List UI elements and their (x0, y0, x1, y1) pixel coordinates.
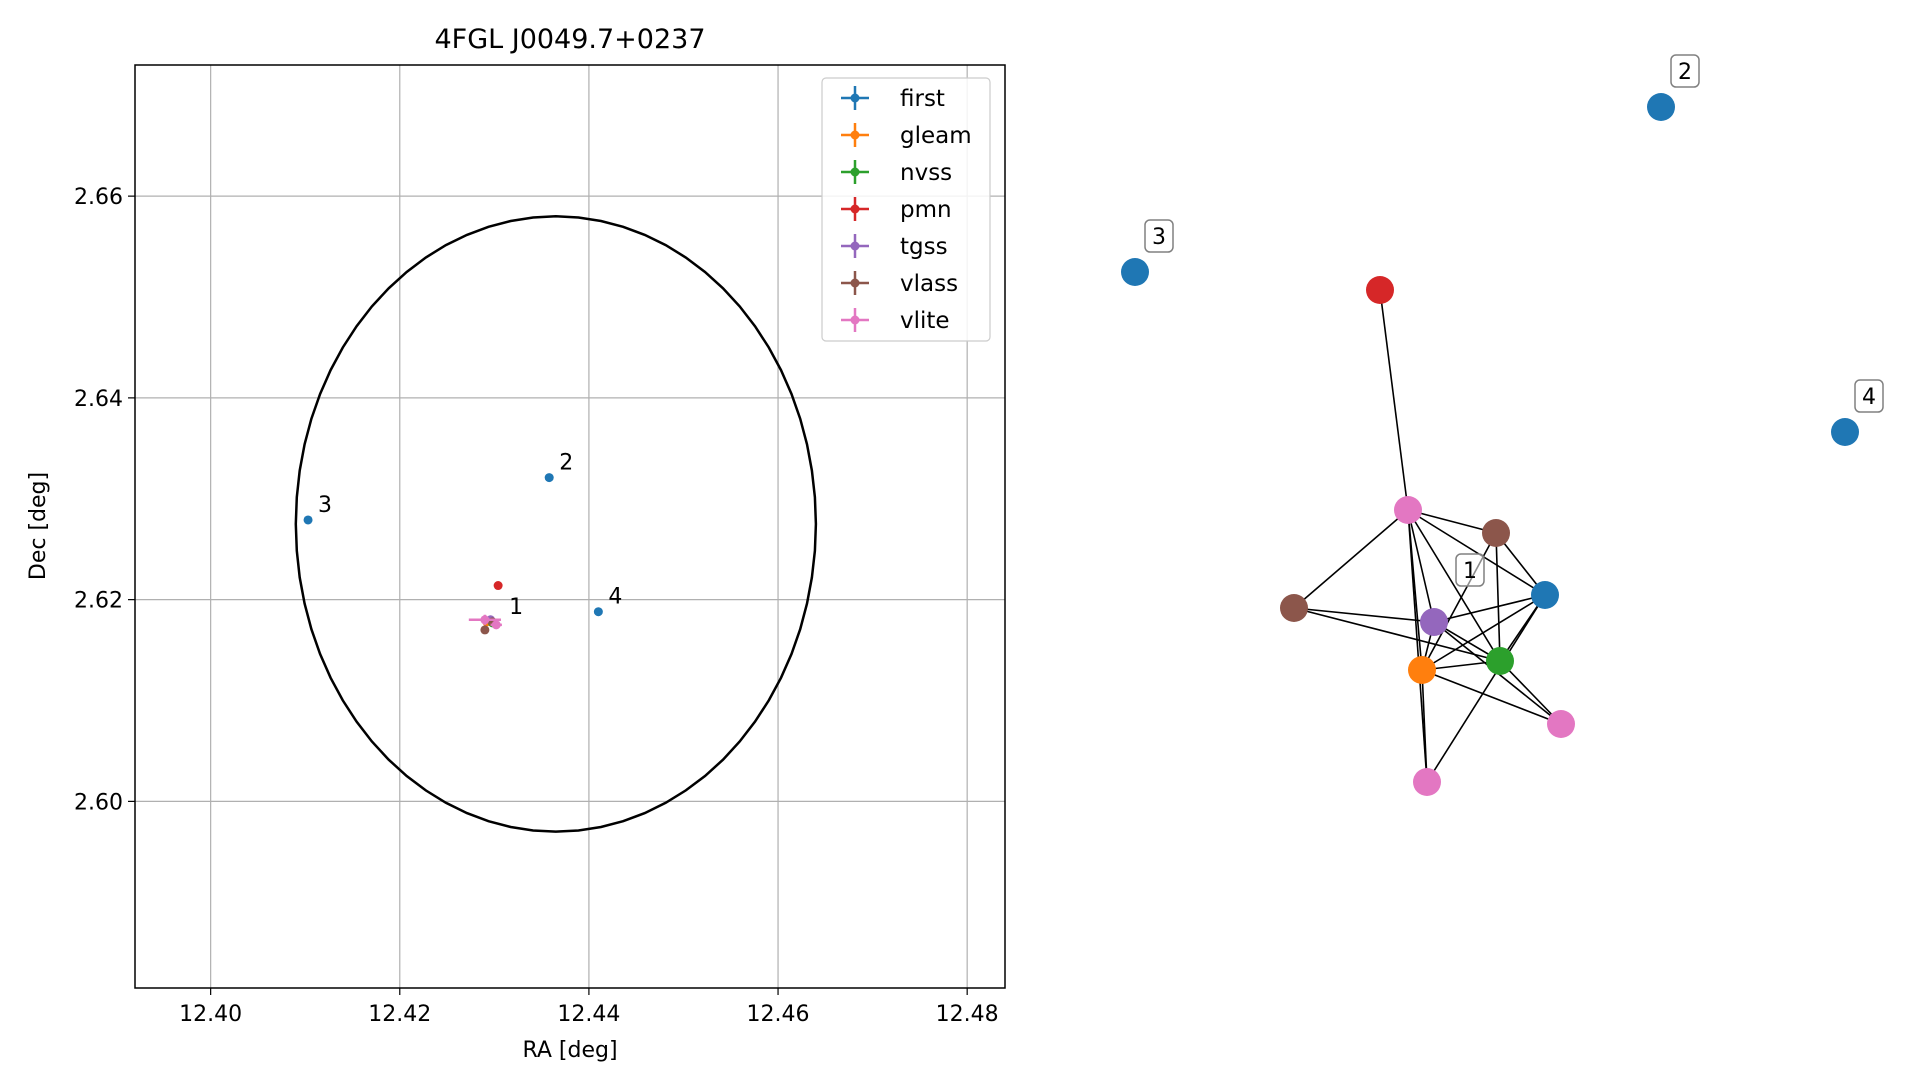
vlite-point (480, 615, 490, 625)
network-node-first (1121, 258, 1149, 286)
legend-marker-dot (850, 167, 860, 177)
y-axis-ticks: 2.60 2.62 2.64 2.66 (74, 185, 135, 815)
x-tick-label: 12.44 (557, 1002, 620, 1027)
legend-marker-dot (850, 93, 860, 103)
cluster-label-text: 1 (1463, 559, 1477, 584)
node-label-box (1144, 219, 1174, 253)
network-edge (1293, 509, 1409, 609)
network-node-labels: 2 3 4 (1144, 54, 1884, 413)
network-edge (1379, 289, 1409, 511)
network-panel: 1 2 3 4 (1121, 54, 1884, 796)
network-node-vlite (1547, 710, 1575, 738)
legend-box (821, 77, 991, 342)
network-node-first (1831, 418, 1859, 446)
network-node-gleam (1408, 656, 1436, 684)
vlite-point (491, 620, 501, 630)
data-points (303, 473, 603, 635)
annotation-1: 1 (509, 595, 523, 620)
network-node-vlite (1413, 768, 1441, 796)
legend-marker-dot (850, 130, 860, 140)
network-node-vlass (1482, 519, 1510, 547)
network-edge (1499, 660, 1562, 725)
network-node-vlite (1394, 496, 1422, 524)
legend-marker-dot (850, 204, 860, 214)
network-edge (1293, 607, 1435, 623)
node-label-3: 3 (1152, 225, 1166, 250)
network-node-vlass (1280, 594, 1308, 622)
x-tick-label: 12.42 (368, 1002, 431, 1027)
legend-label-first: first (900, 86, 945, 112)
legend: first gleam nvss pmn tgss vlass vlite (821, 77, 991, 342)
network-edge (1407, 509, 1497, 534)
y-tick-label: 2.64 (74, 387, 123, 412)
uncertainty-ellipse (294, 215, 818, 833)
network-edge (1421, 594, 1546, 671)
y-tick-label: 2.62 (74, 589, 123, 614)
network-edge (1495, 532, 1501, 662)
network-edge (1421, 532, 1497, 671)
legend-label-vlite: vlite (900, 308, 950, 334)
chart-title: 4FGL J0049.7+0237 (434, 24, 705, 55)
annotation-2: 2 (559, 451, 573, 476)
cluster-label: 1 (1455, 553, 1485, 587)
legend-label-tgss: tgss (900, 234, 948, 260)
point-annotations: 1 2 3 4 (318, 451, 622, 620)
x-tick-label: 12.46 (747, 1002, 810, 1027)
y-axis-label: Dec [deg] (26, 472, 51, 580)
x-axis-label: RA [deg] (522, 1038, 617, 1063)
network-edge (1407, 509, 1546, 596)
node-label-4: 4 (1862, 385, 1876, 410)
y-tick-label: 2.60 (74, 790, 123, 815)
legend-label-pmn: pmn (900, 197, 952, 223)
network-edge (1293, 607, 1501, 662)
x-axis-ticks: 12.40 12.42 12.44 12.46 12.48 (179, 988, 999, 1027)
legend-marker-dot (850, 315, 860, 325)
network-node-nvss (1486, 647, 1514, 675)
node-label-box (1670, 54, 1700, 88)
network-node-first (1647, 93, 1675, 121)
annotation-4: 4 (608, 585, 622, 610)
legend-label-vlass: vlass (900, 271, 958, 297)
legend-label-nvss: nvss (900, 160, 952, 186)
network-node-first (1531, 581, 1559, 609)
node-label-2: 2 (1678, 60, 1692, 85)
x-tick-label: 12.40 (179, 1002, 242, 1027)
legend-marker-dot (850, 241, 860, 251)
network-edges (1293, 289, 1562, 783)
network-edge (1407, 509, 1428, 783)
network-edge (1407, 509, 1501, 662)
network-node-tgss (1420, 608, 1448, 636)
ellipse-outline (294, 215, 818, 833)
network-node-pmn (1366, 276, 1394, 304)
node-label-box (1854, 379, 1884, 413)
pmn-point (493, 581, 503, 591)
x-tick-label: 12.48 (936, 1002, 999, 1027)
legend-marker-dot (850, 278, 860, 288)
network-edge (1421, 669, 1562, 725)
annotation-3: 3 (318, 493, 332, 518)
network-edge (1426, 594, 1546, 783)
first-point (544, 473, 554, 483)
plot-frame (134, 64, 1006, 989)
legend-label-gleam: gleam (900, 123, 972, 149)
network-edge (1421, 669, 1428, 783)
y-tick-label: 2.66 (74, 185, 123, 210)
vlass-point (480, 625, 490, 635)
cluster-label-box (1455, 553, 1485, 587)
first-point (303, 515, 313, 525)
first-point (593, 607, 603, 617)
network-edge (1433, 594, 1546, 623)
network-edge (1407, 509, 1435, 623)
network-nodes (1121, 93, 1859, 796)
